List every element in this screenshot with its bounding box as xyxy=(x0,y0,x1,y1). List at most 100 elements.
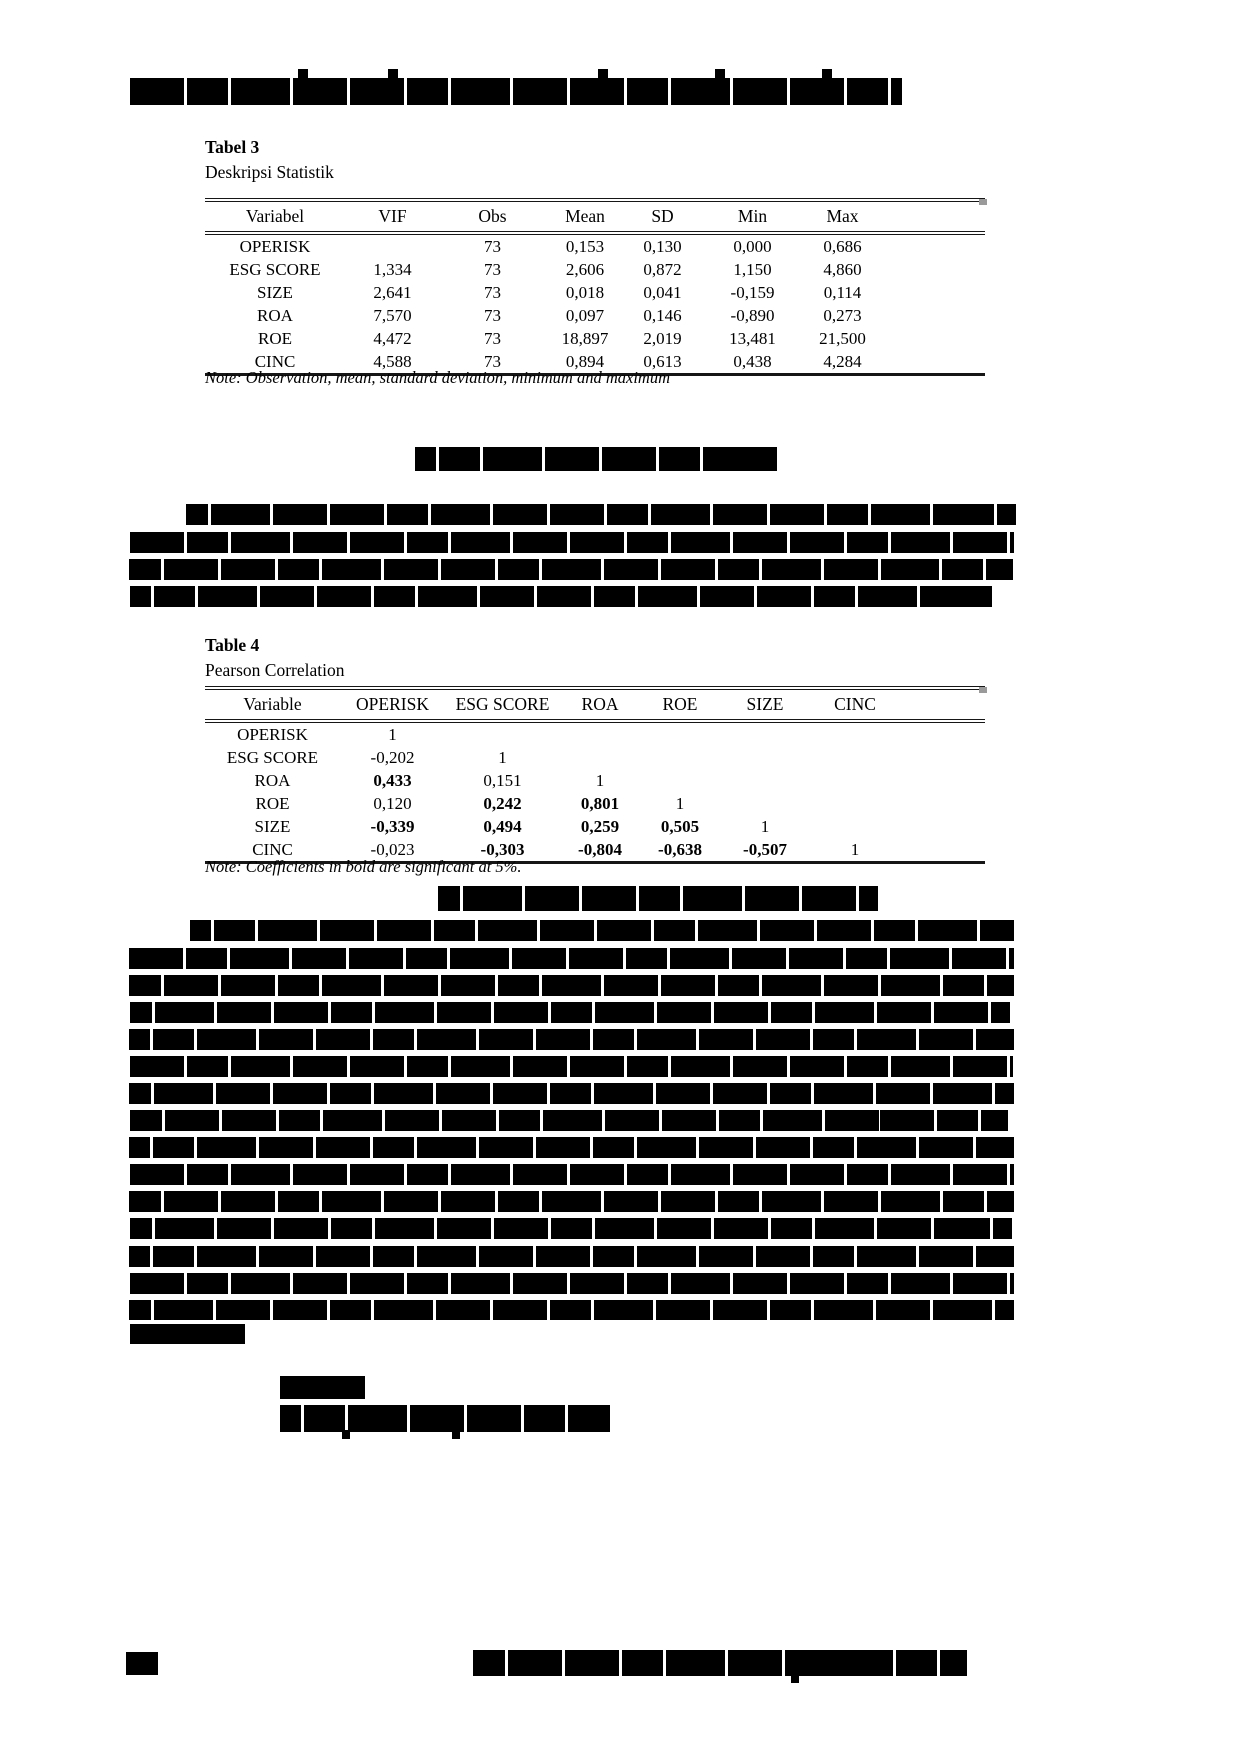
redacted-text-line xyxy=(130,1164,1014,1185)
spacer-cell xyxy=(900,769,985,792)
redacted-text-line xyxy=(129,1137,1014,1158)
table-cell: -0,890 xyxy=(730,305,775,325)
table-cell: 0,273 xyxy=(823,305,862,325)
variable-cell: ROE xyxy=(255,793,290,813)
table-cell: 2,019 xyxy=(643,328,682,348)
table-cell xyxy=(560,746,640,769)
redacted-superscript xyxy=(298,69,308,81)
table3-label: Tabel 3 xyxy=(205,137,260,157)
table-cell: 0,433 xyxy=(373,770,412,790)
redacted-text-line xyxy=(129,1246,1014,1267)
redacted-text-line xyxy=(129,975,1014,996)
redacted-text-line xyxy=(129,948,1014,969)
variable-cell: SIZE xyxy=(254,816,291,836)
redacted-text-line xyxy=(190,920,1014,941)
table3-body: OPERISK 73 0,153 0,130 0,000 0,686 ESG SCORE 1,… xyxy=(205,233,985,375)
spacer-cell xyxy=(900,746,985,769)
spacer-cell xyxy=(880,258,985,281)
table4-header-row: Variable OPERISK ESG SCORE ROA ROE SIZE CINC xyxy=(205,688,985,723)
table-cell: -0,159 xyxy=(730,282,775,302)
redacted-section-heading xyxy=(438,886,878,911)
redacted-superscript xyxy=(715,69,725,81)
redacted-text-line xyxy=(130,586,992,607)
variable-cell: OPERISK xyxy=(239,236,311,256)
table-row: ESG SCORE -0,202 1 xyxy=(205,746,985,769)
redacted-text-line xyxy=(130,1002,1010,1023)
column-header: VIF xyxy=(345,200,440,235)
table-cell xyxy=(810,792,900,815)
column-header: Max xyxy=(805,200,880,235)
scan-artifact xyxy=(979,199,987,205)
table-cell: 0,041 xyxy=(643,282,682,302)
column-header: Min xyxy=(700,200,805,235)
redacted-text-line xyxy=(129,1029,1014,1050)
column-header: ROE xyxy=(640,688,720,723)
redacted-text-line xyxy=(130,1110,1008,1131)
table-cell: -0,202 xyxy=(370,747,415,767)
table-cell: 0,151 xyxy=(483,770,522,790)
table3-caption: Deskripsi Statistik xyxy=(205,162,334,182)
table3-header-row: Variabel VIF Obs Mean SD Min Max xyxy=(205,200,985,235)
table-row: ROE 4,472 73 18,897 2,019 13,481 21,500 xyxy=(205,327,985,350)
table-cell: 21,500 xyxy=(819,328,866,348)
table-cell: 0,505 xyxy=(660,816,700,836)
table-cell xyxy=(560,721,640,746)
column-header: ESG SCORE xyxy=(445,688,560,723)
table-cell: 0,872 xyxy=(643,259,682,279)
redacted-text-line xyxy=(129,1083,1014,1104)
table-cell: 73 xyxy=(484,328,501,348)
table-cell: 0,686 xyxy=(823,236,862,256)
table-cell: 2,641 xyxy=(373,282,412,302)
spacer-cell xyxy=(880,281,985,304)
table4-note: Note: Coefficients in bold are significa… xyxy=(205,857,522,876)
table-cell: -0,303 xyxy=(480,839,525,859)
table-row: ROA 0,433 0,151 1 xyxy=(205,769,985,792)
table-row: ESG SCORE 1,334 73 2,606 0,872 1,150 4,860 xyxy=(205,258,985,281)
variable-cell: ESG SCORE xyxy=(229,259,321,279)
redacted-superscript xyxy=(822,69,832,81)
table-row: SIZE 2,641 73 0,018 0,041 -0,159 0,114 xyxy=(205,281,985,304)
table-row: ROE 0,120 0,242 0,801 1 xyxy=(205,792,985,815)
table-cell: 73 xyxy=(484,259,501,279)
variable-cell: ESG SCORE xyxy=(226,747,319,767)
table-cell: 0,613 xyxy=(643,351,682,371)
table-cell: 4,472 xyxy=(373,328,412,348)
table-row: CINC 4,588 73 0,894 0,613 0,438 4,284 xyxy=(205,350,985,375)
table-row: OPERISK 1 xyxy=(205,721,985,746)
table-cell: 73 xyxy=(484,351,501,371)
redacted-footer-journal-line xyxy=(473,1650,967,1683)
spacer-cell xyxy=(880,350,985,375)
table-cell xyxy=(810,815,900,838)
column-header: Variable xyxy=(205,688,340,723)
redacted-text-line xyxy=(129,559,1013,580)
table-cell: 0,801 xyxy=(580,793,620,813)
table-cell: 0,494 xyxy=(483,816,522,836)
redacted-section-heading xyxy=(415,447,777,471)
column-header: Obs xyxy=(440,200,545,235)
table-cell: 4,588 xyxy=(373,351,412,371)
redacted-superscript xyxy=(388,69,398,81)
variable-cell: ROE xyxy=(258,328,292,348)
redacted-descender xyxy=(791,1674,799,1683)
table-cell: 73 xyxy=(484,305,501,325)
table-cell: 0,097 xyxy=(565,305,605,325)
table-cell: 1 xyxy=(850,839,860,859)
spacer-cell xyxy=(880,304,985,327)
table-cell: 0,438 xyxy=(733,351,772,371)
variable-cell: CINC xyxy=(252,839,293,859)
table-cell xyxy=(720,721,810,746)
spacer-cell xyxy=(900,688,985,723)
table-cell: 0,114 xyxy=(823,282,862,302)
table-cell xyxy=(640,769,720,792)
table-cell: 0,153 xyxy=(565,236,605,256)
table-cell: 0,018 xyxy=(565,282,605,302)
spacer-cell xyxy=(900,721,985,746)
table-cell: 73 xyxy=(484,282,501,302)
table-cell: 1 xyxy=(595,770,605,790)
column-header: SD xyxy=(625,200,700,235)
variable-cell: OPERISK xyxy=(237,724,308,744)
column-header: CINC xyxy=(810,688,900,723)
table-cell xyxy=(720,769,810,792)
table-cell: 18,897 xyxy=(561,328,609,348)
